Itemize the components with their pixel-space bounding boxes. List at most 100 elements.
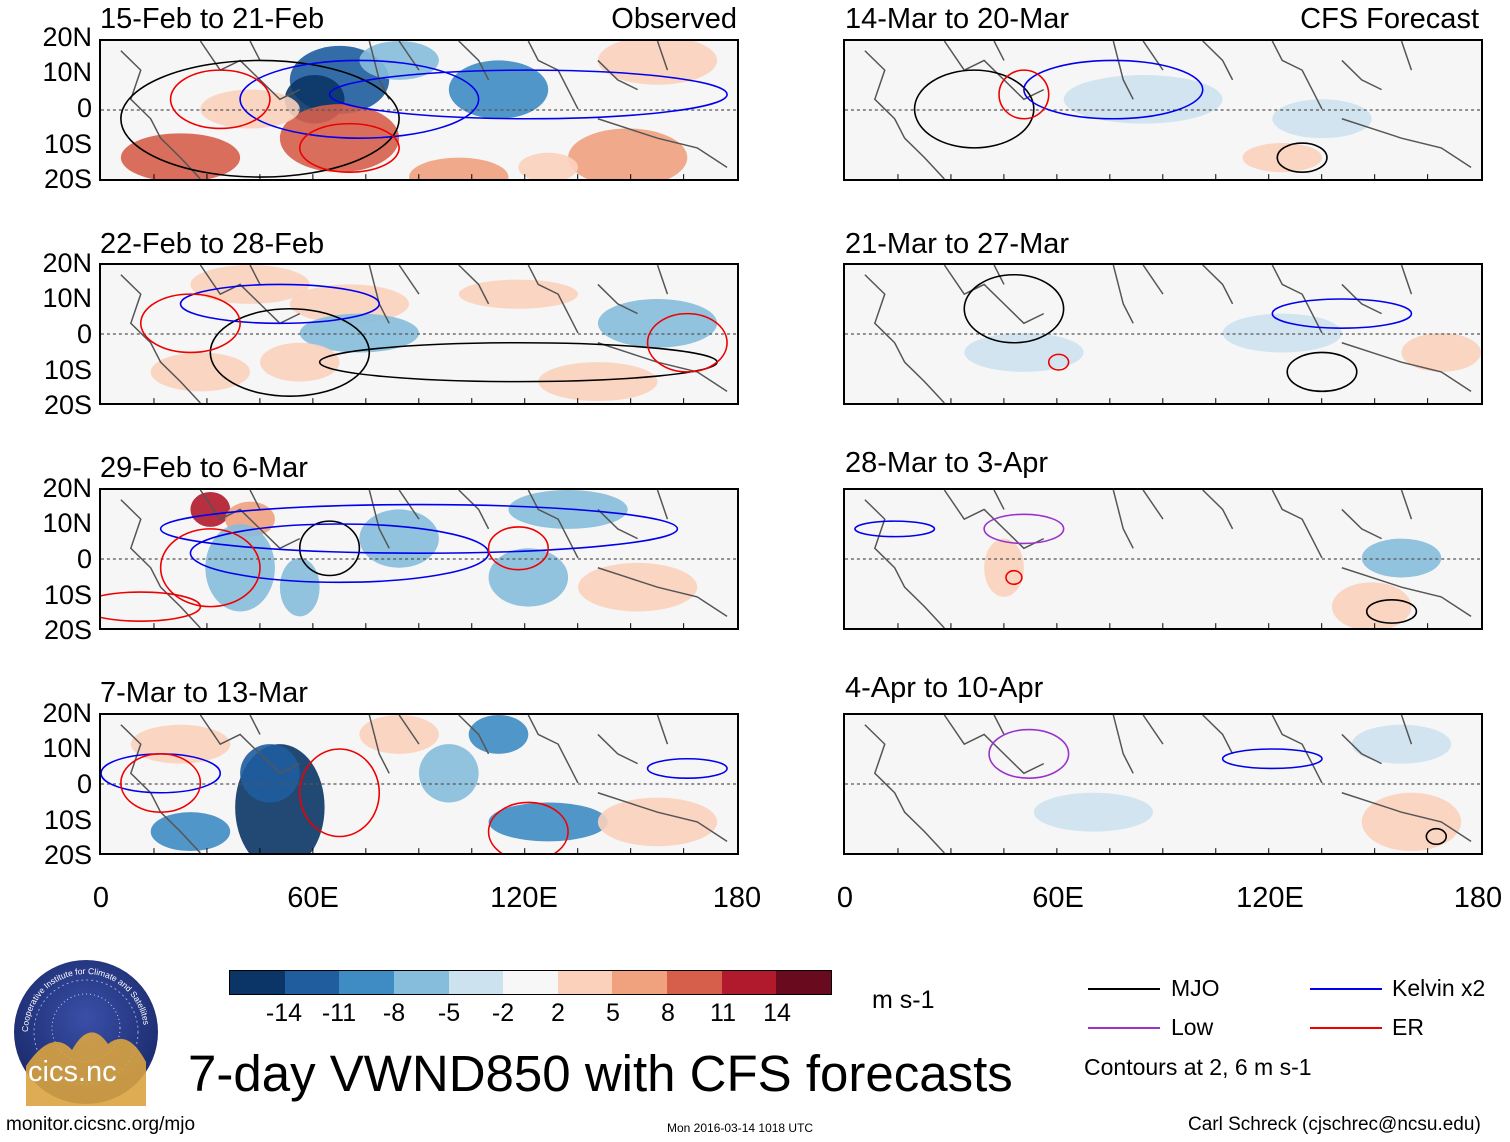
map-field xyxy=(845,41,1481,179)
map-panel xyxy=(99,39,739,181)
contour-line xyxy=(1286,351,1358,393)
contour-line xyxy=(159,503,679,554)
contour-line xyxy=(1023,59,1204,120)
footer-url[interactable]: monitor.cicsnc.org/mjo xyxy=(6,1114,196,1135)
y-tick: 10N xyxy=(42,508,92,538)
contour-line xyxy=(159,528,261,608)
colorbar-label: -14 xyxy=(265,999,303,1027)
colorbar-swatch xyxy=(284,971,340,994)
legend-label-er: ER xyxy=(1392,1014,1424,1040)
contour-line xyxy=(139,293,241,354)
x-tick: 60E xyxy=(287,882,339,914)
shading-blob xyxy=(1033,792,1154,832)
legend-swatch-low xyxy=(1088,1027,1160,1029)
map-panel xyxy=(99,488,739,630)
contour-line xyxy=(1047,353,1070,371)
legend-label-kelvin: Kelvin x2 xyxy=(1392,975,1486,1001)
panel-title: 4-Apr to 10-Apr xyxy=(845,672,1044,704)
colorbar-swatch xyxy=(393,971,449,994)
colorbar-label: 5 xyxy=(606,999,620,1027)
contour-line xyxy=(963,273,1065,344)
contour-line xyxy=(988,728,1070,779)
y-tick: 10S xyxy=(43,355,92,385)
legend-note: Contours at 2, 6 m s-1 xyxy=(1084,1054,1312,1080)
shading-blob xyxy=(448,60,549,119)
colorbar-label: 11 xyxy=(710,999,736,1027)
x-tick: 120E xyxy=(490,882,558,914)
contour-line xyxy=(298,748,381,838)
contour-line xyxy=(120,753,202,813)
shading-blob xyxy=(1361,792,1462,852)
colorbar-label: 14 xyxy=(763,999,791,1027)
map-field xyxy=(101,41,737,179)
y-tick: 10S xyxy=(43,129,92,159)
legend-label-low: Low xyxy=(1171,1014,1214,1040)
shading-blob xyxy=(984,538,1024,597)
map-panel xyxy=(843,713,1483,855)
x-tick: 180 xyxy=(712,882,762,914)
footer-author: Carl Schreck (cjschrec@ncsu.edu) xyxy=(1188,1114,1481,1135)
y-tick: 0 xyxy=(76,319,92,349)
map-panel xyxy=(99,263,739,405)
shading-blob xyxy=(279,558,320,617)
shading-blob xyxy=(200,89,300,129)
colorbar-swatch xyxy=(557,971,613,994)
contour-line xyxy=(1425,827,1448,846)
map-panel xyxy=(843,263,1483,405)
coastline xyxy=(864,41,1472,179)
x-tick: 0 xyxy=(836,882,854,914)
legend-swatch-mjo xyxy=(1088,988,1160,990)
panel-title: 15-Feb to 21-Feb xyxy=(100,3,325,35)
coastline xyxy=(864,265,1472,403)
shading-blob xyxy=(260,342,340,382)
shading-blob xyxy=(289,284,410,324)
colorbar-swatch xyxy=(339,971,394,994)
map-panel xyxy=(843,39,1483,181)
shading-blob xyxy=(190,491,231,527)
colorbar-label: -11 xyxy=(321,999,357,1027)
map-field xyxy=(101,265,737,403)
y-tick: 0 xyxy=(76,544,92,574)
contour-line xyxy=(487,801,569,853)
y-tick: 20N xyxy=(42,473,92,503)
y-tick: 20S xyxy=(43,840,92,870)
colorbar xyxy=(229,970,832,995)
contour-line xyxy=(101,591,202,622)
shading-blob xyxy=(240,744,300,803)
y-tick: 20N xyxy=(42,22,92,52)
cfs-forecast-label: CFS Forecast xyxy=(1300,3,1479,35)
legend-label-mjo: MJO xyxy=(1171,975,1220,1001)
shading-blob xyxy=(488,548,569,607)
contour-line xyxy=(328,69,728,120)
contour-line xyxy=(646,757,728,779)
shading-blob xyxy=(1272,99,1372,139)
colorbar-swatch xyxy=(667,971,722,994)
colorbar-label: -2 xyxy=(491,999,515,1027)
contour-line xyxy=(1221,748,1323,770)
shading-blob xyxy=(1351,724,1452,764)
contour-line xyxy=(1365,599,1418,624)
shading-blob xyxy=(1063,75,1223,124)
y-tick: 0 xyxy=(76,93,92,123)
shading-blob xyxy=(1242,143,1322,173)
contour-line xyxy=(646,312,728,373)
contour-line xyxy=(983,513,1065,545)
y-tick: 20S xyxy=(43,164,92,194)
shading-blob xyxy=(568,128,688,179)
colorbar-label: 8 xyxy=(661,999,675,1027)
y-tick: 10N xyxy=(42,57,92,87)
footer-timestamp: Mon 2016-03-14 1018 UTC xyxy=(667,1121,814,1135)
colorbar-label: -5 xyxy=(437,999,461,1027)
coastline xyxy=(864,715,1472,853)
colorbar-swatch xyxy=(776,971,832,994)
shading-blob xyxy=(518,152,578,179)
y-tick: 10N xyxy=(42,283,92,313)
shading-blob xyxy=(1222,313,1342,353)
panel-title: 22-Feb to 28-Feb xyxy=(100,228,325,260)
shading-blob xyxy=(1361,538,1442,578)
logo-graphic: Cooperative Institute for Climate and Sa… xyxy=(14,960,158,1106)
panel-title: 21-Mar to 27-Mar xyxy=(845,228,1070,260)
y-tick: 0 xyxy=(76,769,92,799)
contour-line xyxy=(298,122,400,173)
colorbar-swatch xyxy=(503,971,558,994)
